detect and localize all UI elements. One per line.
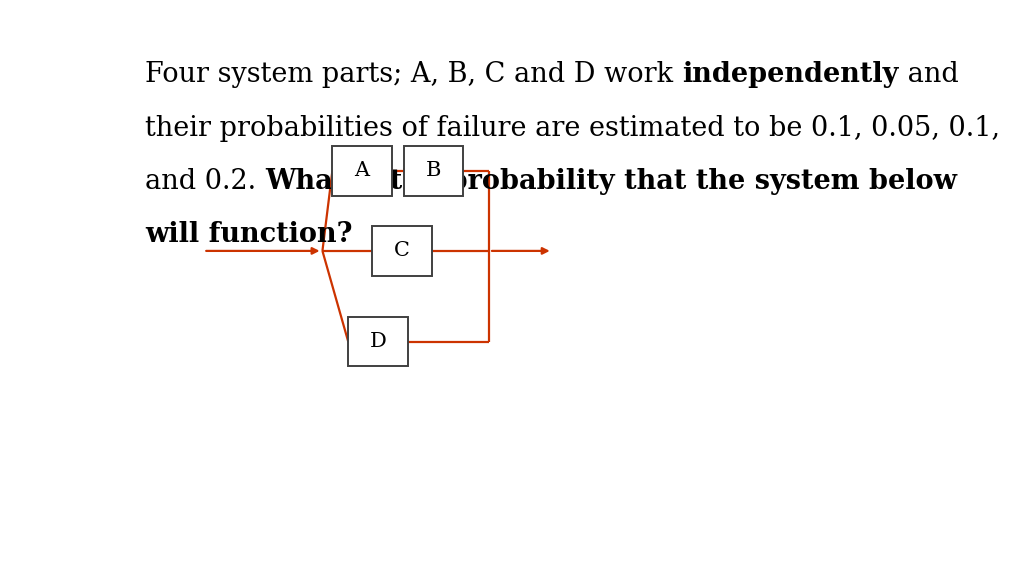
Text: will function?: will function? (145, 221, 353, 248)
Text: What is the probability that the system below: What is the probability that the system … (265, 168, 957, 195)
Text: Four system parts; A, B, C and D work: Four system parts; A, B, C and D work (145, 62, 682, 89)
Bar (403, 146, 463, 196)
Bar (333, 146, 392, 196)
Text: A: A (354, 162, 370, 181)
Text: and 0.2.: and 0.2. (145, 168, 265, 195)
Bar (348, 317, 408, 366)
Text: independently: independently (682, 62, 899, 89)
Text: B: B (426, 162, 441, 181)
Text: C: C (394, 241, 410, 260)
Text: their probabilities of failure are estimated to be 0.1, 0.05, 0.1,: their probabilities of failure are estim… (145, 114, 1000, 141)
Text: and: and (899, 62, 958, 89)
Text: D: D (370, 332, 386, 351)
Bar (372, 226, 431, 276)
